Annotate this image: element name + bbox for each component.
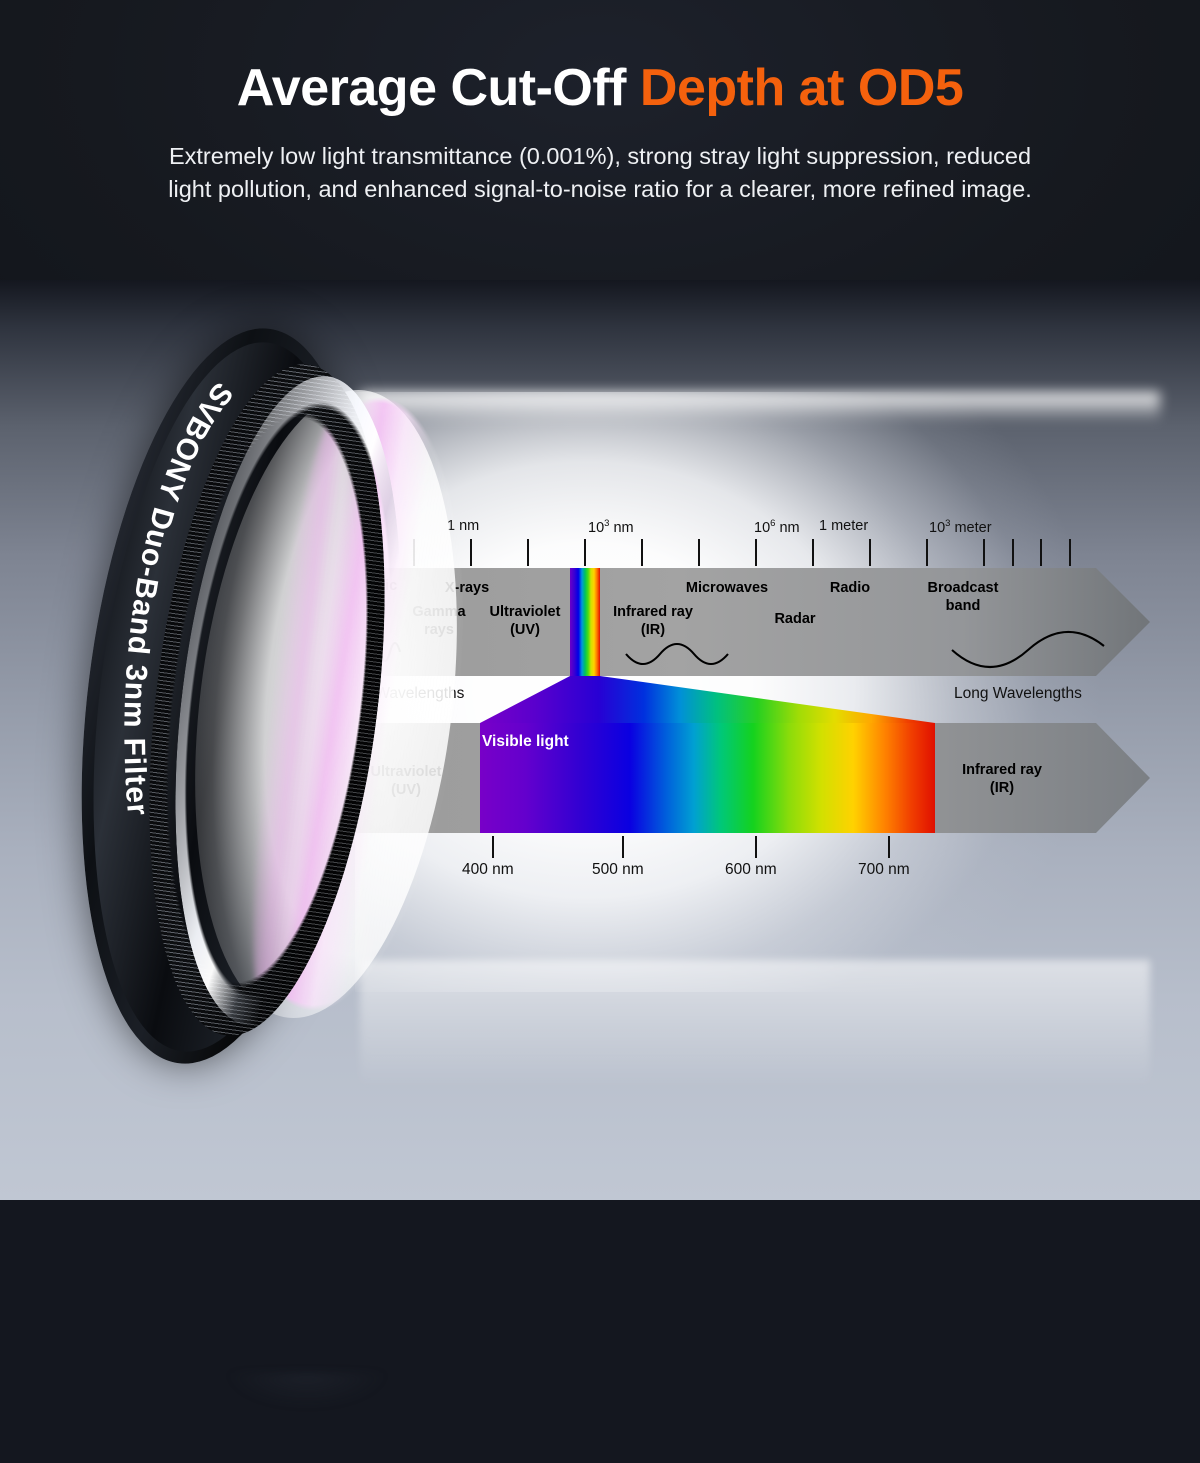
light-glow-top-edge: [360, 392, 1160, 422]
page-title-white: Average Cut-Off: [236, 59, 640, 117]
filter-lens-product-image: SVBONY Duo-Band 3nm Filter: [43, 312, 498, 1463]
em-scale-tick: [527, 539, 530, 566]
scale-label-10e3-meter: 103 meter: [929, 518, 992, 536]
band-label-broadcast-band: Broadcast band: [927, 580, 999, 614]
scale-label-10e3-nm: 103 nm: [588, 518, 634, 536]
wavelength-tick-label: 400 nm: [462, 861, 514, 878]
em-scale-tick: [641, 539, 644, 566]
em-scale-tick: [470, 539, 473, 566]
em-scale-tick: [869, 539, 872, 566]
page-subtitle: Extremely low light transmittance (0.001…: [168, 143, 1032, 203]
em-scale-tick: [1069, 539, 1072, 566]
em-scale-tick: [755, 539, 758, 566]
wavelength-tick: [755, 836, 758, 858]
em-scale-tick: [1012, 539, 1015, 566]
wavelength-tick-label: 500 nm: [592, 861, 644, 878]
em-scale-tick: [584, 539, 587, 566]
visible-spectrum-gradient: [480, 723, 935, 833]
page-title-orange: Depth at OD5: [639, 59, 964, 117]
header: Average Cut-Off Depth at OD5 Extremely l…: [0, 0, 1200, 207]
visible-spectrum-bar-group: [294, 723, 1150, 833]
wavelength-tick-label: 700 nm: [858, 861, 910, 878]
band-label-infrared: Infrared ray (IR): [613, 604, 693, 638]
label-visible-light: Visible light: [482, 733, 569, 750]
em-spectrum-bar: [294, 568, 1150, 676]
wavelength-tick: [622, 836, 625, 858]
band-label-ultraviolet: Ultraviolet (UV): [489, 604, 561, 638]
wavelength-tick-label: 600 nm: [725, 861, 777, 878]
light-glow-panel: [355, 392, 1185, 992]
page-title: Average Cut-Off Depth at OD5: [0, 62, 1200, 114]
lens-surface-reflection: [202, 1373, 412, 1463]
panel-reflection: [360, 960, 1150, 1110]
band-label-radar: Radar: [774, 611, 816, 627]
spectrum-diagram: [294, 568, 1150, 833]
band-label-ir-lower: Infrared ray (IR): [962, 762, 1042, 796]
band-label-microwaves: Microwaves: [685, 580, 769, 596]
infrared-wave-icon: [625, 642, 729, 666]
em-scale-tick: [698, 539, 701, 566]
wavelength-tick: [492, 836, 495, 858]
em-scale-tick: [1040, 539, 1043, 566]
em-visible-slice: [570, 568, 600, 676]
scale-label-1-meter: 1 meter: [819, 518, 869, 534]
wavelength-tick: [888, 836, 891, 858]
scale-label-10e6-nm: 106 nm: [754, 518, 800, 536]
dispersion-fan: [480, 676, 935, 723]
label-long-wavelengths: Long Wavelengths: [954, 685, 1082, 702]
broadcast-wave-icon: [951, 630, 1105, 669]
em-scale-tick: [812, 539, 815, 566]
band-label-radio: Radio: [829, 580, 871, 596]
em-scale-tick: [983, 539, 986, 566]
em-scale-tick: [926, 539, 929, 566]
